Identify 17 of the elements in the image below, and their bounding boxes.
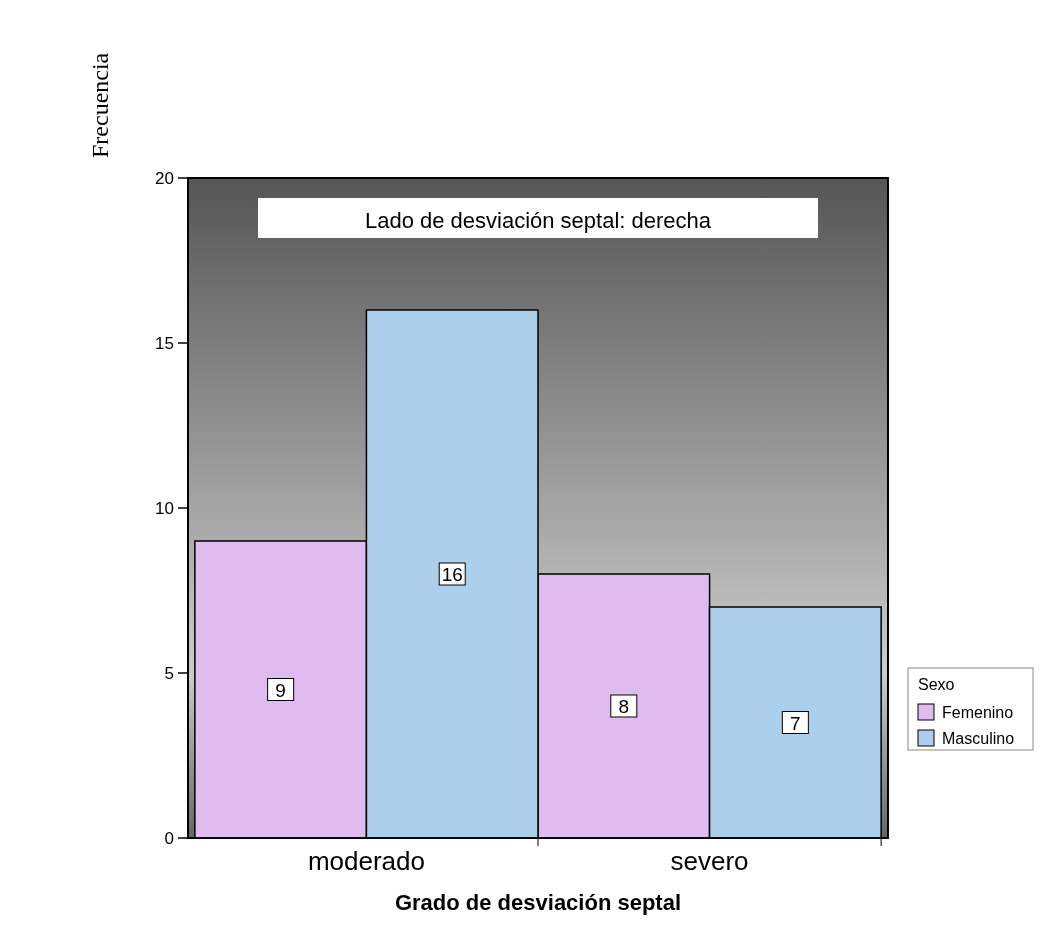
x-tick-label: severo	[670, 846, 749, 876]
data-label: 8	[618, 696, 630, 717]
legend-label: Masculino	[942, 730, 1015, 747]
data-label: 16	[441, 564, 463, 585]
y-tick-label: 20	[155, 169, 174, 188]
data-label: 9	[275, 679, 286, 701]
text: Lado de desviación septal: derecha	[364, 208, 712, 233]
x-axis-title: Grado de desviación septal	[394, 890, 682, 915]
y-tick-label: 15	[155, 334, 174, 353]
y-tick-label: 5	[164, 664, 174, 683]
data-label: 7	[790, 712, 801, 734]
legend-title: Sexo	[918, 676, 955, 693]
y-axis-title: Frecuencia	[87, 52, 113, 158]
y-tick-label: 0	[164, 829, 174, 848]
y-tick-label: 10	[155, 499, 174, 518]
legend-label: Femenino	[942, 704, 1014, 721]
x-tick-label: moderado	[307, 846, 425, 876]
